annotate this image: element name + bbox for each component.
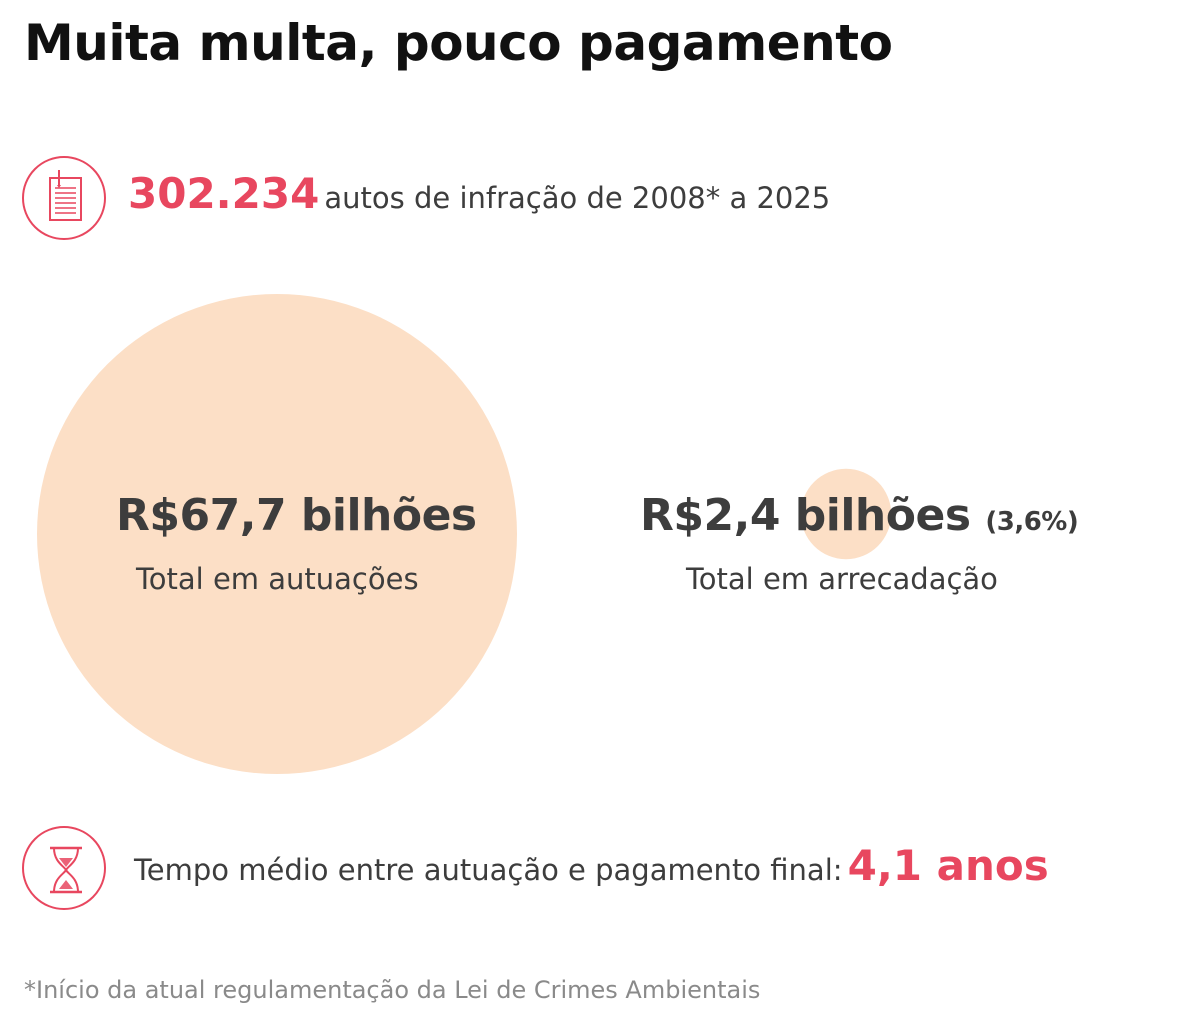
arrecadacao-value: R$2,4 bilhões [640, 490, 971, 541]
bubble-arrecadacao [800, 468, 892, 560]
page-title: Muita multa, pouco pagamento [24, 14, 893, 72]
autuacoes-label: Total em autuações [136, 562, 419, 596]
arrecadacao-value-group: R$2,4 bilhões (3,6%) [640, 490, 1079, 541]
infractions-summary: 302.234 autos de infração de 2008* a 202… [128, 166, 830, 231]
time-summary: Tempo médio entre autuação e pagamento f… [134, 836, 1049, 905]
time-text: Tempo médio entre autuação e pagamento f… [134, 853, 843, 887]
footnote: *Início da atual regulamentação da Lei d… [24, 976, 761, 1004]
bubble-autuacoes [37, 294, 517, 774]
document-icon [22, 156, 106, 240]
autuacoes-value: R$67,7 bilhões [116, 490, 477, 541]
infractions-text: autos de infração de 2008* a 2025 [324, 181, 831, 215]
arrecadacao-percent: (3,6%) [985, 507, 1079, 537]
infractions-count: 302.234 [128, 169, 320, 218]
hourglass-icon [22, 826, 106, 910]
time-value: 4,1 anos [847, 841, 1049, 890]
arrecadacao-label: Total em arrecadação [686, 562, 998, 596]
bubble-chart [37, 294, 892, 774]
